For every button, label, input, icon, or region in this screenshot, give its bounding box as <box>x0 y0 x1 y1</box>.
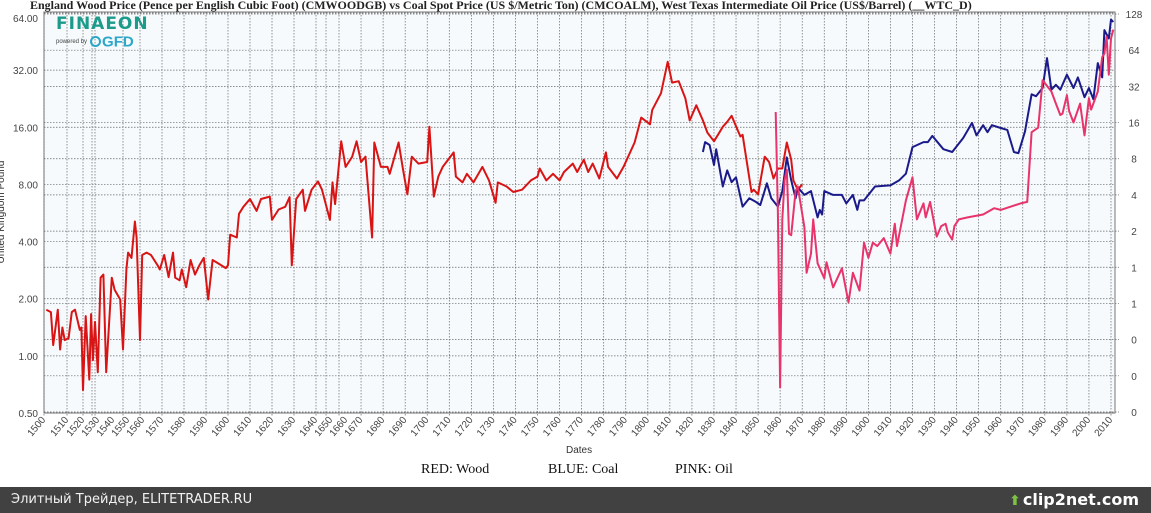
left-axis-ticks: 64.00 32.00 16.00 8.00 4.00 2.00 1.00 0.50 <box>13 14 38 420</box>
x-tick-label: 1710 <box>431 415 454 439</box>
right-tick-label: 32 <box>1128 82 1140 93</box>
x-tick-label: 1950 <box>960 415 983 439</box>
x-tick-label: 1850 <box>740 415 763 439</box>
series-line-wood <box>45 60 803 392</box>
right-tick-label: 4 <box>1131 191 1137 202</box>
logo-brand: FINAEON <box>56 14 149 34</box>
x-tick-label: 1620 <box>254 415 277 439</box>
legend-oil: PINK: Oil <box>675 462 733 477</box>
x-tick-label: 1820 <box>673 415 696 439</box>
plot-area <box>43 11 1116 414</box>
globe-icon <box>90 36 102 48</box>
x-tick-label: 1690 <box>387 415 410 439</box>
x-tick-label: 1980 <box>1026 415 1049 439</box>
x-tick-label: 1670 <box>343 415 366 439</box>
right-tick-label: 0 <box>1131 408 1137 419</box>
clip2net-logo: ⬆ clip2net.com <box>1009 490 1139 509</box>
series-lines <box>45 18 1115 392</box>
right-axis-ticks: 128 64 32 16 8 4 2 1 1 0 0 0 <box>1126 10 1143 419</box>
left-tick-label: 64.00 <box>13 14 38 25</box>
x-tick-label: 1790 <box>607 415 630 439</box>
x-tick-label: 1960 <box>982 415 1005 439</box>
series-line-coal <box>701 18 1115 219</box>
right-tick-label: 128 <box>1126 10 1143 21</box>
right-tick-label: 0 <box>1131 372 1137 383</box>
right-tick-label: 1 <box>1131 299 1137 310</box>
left-tick-label: 16.00 <box>13 123 38 134</box>
right-tick-label: 8 <box>1131 155 1137 166</box>
x-tick-label: 1830 <box>696 415 719 439</box>
x-tick-label: 1700 <box>409 415 432 439</box>
x-tick-label: 1940 <box>938 415 961 439</box>
left-tick-label: 8.00 <box>19 180 39 191</box>
logo-gfd: GFD <box>102 33 134 51</box>
upload-arrow-icon: ⬆ <box>1009 493 1021 509</box>
right-tick-label: 16 <box>1128 119 1140 130</box>
x-tick-label: 1750 <box>519 415 542 439</box>
x-tick-label: 1590 <box>188 415 211 439</box>
x-tick-label: 1560 <box>125 415 148 439</box>
x-tick-label: 1770 <box>563 415 586 439</box>
right-tick-label: 1 <box>1131 263 1137 274</box>
x-tick-label: 1610 <box>232 415 255 439</box>
x-tick-label: 1880 <box>806 415 829 439</box>
x-tick-label: 2010 <box>1093 415 1116 439</box>
x-tick-label: 1760 <box>541 415 564 439</box>
left-tick-label: 32.00 <box>13 66 38 77</box>
x-tick-label: 1920 <box>894 415 917 439</box>
x-tick-label: 1730 <box>475 415 498 439</box>
x-tick-label: 1970 <box>1004 415 1027 439</box>
x-tick-label: 1890 <box>828 415 851 439</box>
x-axis-label: Dates <box>566 445 593 456</box>
x-tick-label: 1860 <box>762 415 785 439</box>
x-tick-label: 2000 <box>1071 415 1094 439</box>
x-tick-label: 1740 <box>497 415 520 439</box>
x-tick-label: 1630 <box>276 415 299 439</box>
logo-powered-by: powered by <box>56 38 88 45</box>
right-tick-label: 2 <box>1131 227 1137 238</box>
series-line-oil <box>774 29 1115 389</box>
x-tick-label: 1680 <box>365 415 388 439</box>
legend-wood: RED: Wood <box>421 462 490 477</box>
x-tick-label: 1780 <box>585 415 608 439</box>
x-tick-label: 1810 <box>651 415 674 439</box>
x-tick-label: 1800 <box>629 415 652 439</box>
legend-coal: BLUE: Coal <box>548 462 619 477</box>
x-tick-label: 1990 <box>1048 415 1071 439</box>
x-tick-label: 1600 <box>210 415 233 439</box>
x-tick-label: 1840 <box>718 415 741 439</box>
x-tick-label: 1570 <box>144 415 167 439</box>
footer-text: Элитный Трейдер, ELITETRADER.RU <box>11 492 253 507</box>
x-tick-label: 1930 <box>916 415 939 439</box>
x-tick-label: 1900 <box>850 415 873 439</box>
chart-title: England Wood Price (Pence per English Cu… <box>30 0 972 12</box>
x-tick-label: 1870 <box>784 415 807 439</box>
x-tick-label: 1720 <box>453 415 476 439</box>
footer-bar: Элитный Трейдер, ELITETRADER.RU ⬆ clip2ne… <box>0 487 1151 513</box>
right-tick-label: 64 <box>1128 46 1140 57</box>
left-tick-label: 2.00 <box>19 295 39 306</box>
left-tick-label: 1.00 <box>19 352 39 363</box>
x-tick-label: 1910 <box>872 415 895 439</box>
y-axis-label: United Kingdom Pound <box>0 160 7 264</box>
x-tick-label: 1580 <box>166 415 189 439</box>
clip2net-text: clip2net.com <box>1022 490 1139 509</box>
finaeon-logo: FINAEON powered by GFD <box>56 16 149 51</box>
left-tick-label: 4.00 <box>19 238 39 249</box>
left-tick-label: 0.50 <box>19 409 39 420</box>
right-tick-label: 0 <box>1131 336 1137 347</box>
